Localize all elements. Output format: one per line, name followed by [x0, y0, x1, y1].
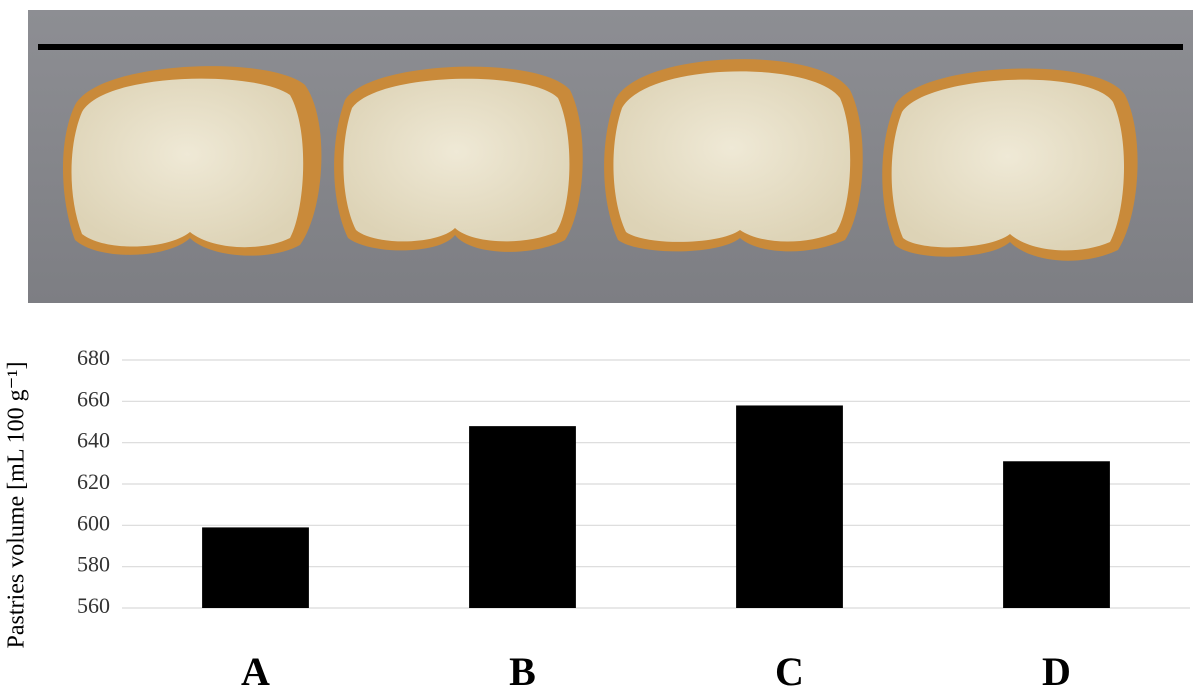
bread-slice	[604, 59, 863, 251]
y-tick-label: 580	[77, 552, 110, 577]
bar	[736, 405, 843, 608]
x-tick-label: B	[509, 649, 536, 694]
x-tick-label: A	[241, 649, 270, 694]
y-tick-label: 600	[77, 510, 110, 535]
y-axis-label: Pastries volume [mL 100 g⁻¹]	[4, 362, 30, 649]
bread-slice	[334, 67, 583, 252]
y-tick-label: 660	[77, 386, 110, 411]
page: {"chart_data": {"type": "bar", "y_label"…	[0, 0, 1193, 695]
bread-slice	[882, 69, 1137, 261]
photo	[28, 10, 1193, 303]
bar	[202, 527, 309, 608]
y-tick-label: 680	[77, 345, 110, 370]
y-tick-label: 620	[77, 469, 110, 494]
y-tick-label: 640	[77, 428, 110, 453]
y-tick-label: 560	[77, 593, 110, 618]
x-tick-label: D	[1042, 649, 1071, 694]
x-tick-label: C	[775, 649, 804, 694]
figure: Pastries volume [mL 100 g⁻¹] 560 580 600 62…	[0, 0, 1193, 695]
bar	[1003, 461, 1110, 608]
reference-line	[38, 44, 1183, 50]
bread-slice	[63, 66, 321, 256]
bar	[469, 426, 576, 608]
